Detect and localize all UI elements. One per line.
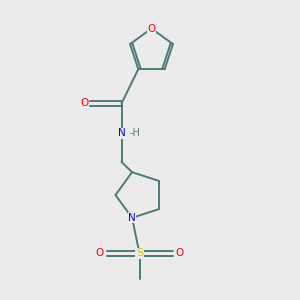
Text: N: N: [118, 128, 125, 139]
Text: S: S: [136, 248, 143, 259]
Text: O: O: [96, 248, 104, 259]
Text: O: O: [147, 23, 156, 34]
Text: N: N: [128, 213, 136, 223]
Text: O: O: [175, 248, 183, 259]
Text: -H: -H: [130, 128, 141, 139]
Text: O: O: [80, 98, 89, 109]
